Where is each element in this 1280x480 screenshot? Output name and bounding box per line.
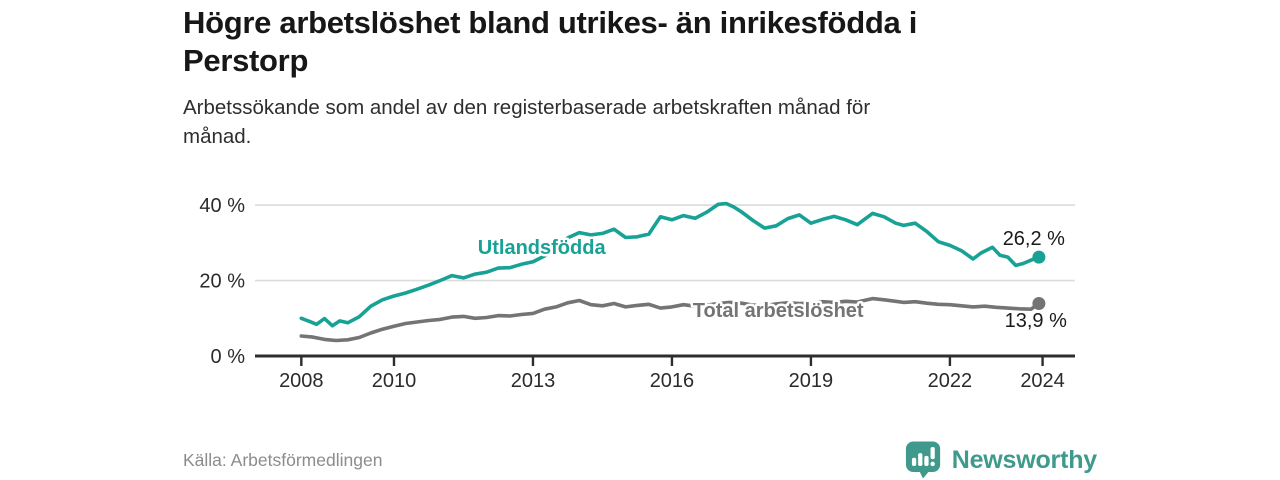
newsworthy-logo: Newsworthy [905, 440, 1097, 480]
x-axis-tick-label: 2013 [511, 370, 556, 392]
title-line-2: Perstorp [183, 42, 309, 78]
series-line-1 [299, 296, 1041, 343]
y-axis-tick-label: 20 % [199, 271, 245, 293]
x-axis-tick-label: 2019 [789, 370, 834, 392]
subtitle-line-1: Arbetssökande som andel av den registerb… [183, 96, 871, 119]
chart-subtitle: Arbetssökande som andel av den registerb… [183, 93, 1033, 151]
x-axis-tick-label: 2024 [1020, 370, 1065, 392]
series-end-value-label-1: 13,9 % [1005, 310, 1067, 332]
series-end-value-label-0: 26,2 % [1003, 228, 1065, 250]
series-end-dot-0 [1032, 250, 1046, 264]
series-end-dot-1 [1032, 297, 1046, 310]
brand-name: Newsworthy [951, 445, 1097, 474]
page-title: Högre arbetslöshet bland utrikes- än inr… [183, 4, 1143, 80]
x-axis-tick-label: 2016 [650, 370, 695, 392]
bar-chart-speech-bubble-icon [905, 441, 940, 479]
series-label-0: Utlandsfödda [478, 237, 607, 259]
title-line-1: Högre arbetslöshet bland utrikes- än inr… [183, 5, 918, 40]
series-line-0 [299, 201, 1041, 328]
x-axis-tick-label: 2022 [928, 370, 973, 392]
x-axis-tick-label: 2008 [279, 370, 324, 392]
chart-footer: Källa: Arbetsförmedlingen Newsworthy [183, 440, 1097, 480]
series-label-1: Total arbetslöshet [693, 300, 864, 322]
subtitle-line-2: månad. [183, 125, 252, 149]
x-axis-tick-label: 2010 [372, 370, 417, 392]
source-text: Källa: Arbetsförmedlingen [183, 449, 383, 470]
y-axis-tick-label: 0 % [211, 346, 246, 368]
y-axis-tick-label: 40 % [199, 195, 245, 217]
